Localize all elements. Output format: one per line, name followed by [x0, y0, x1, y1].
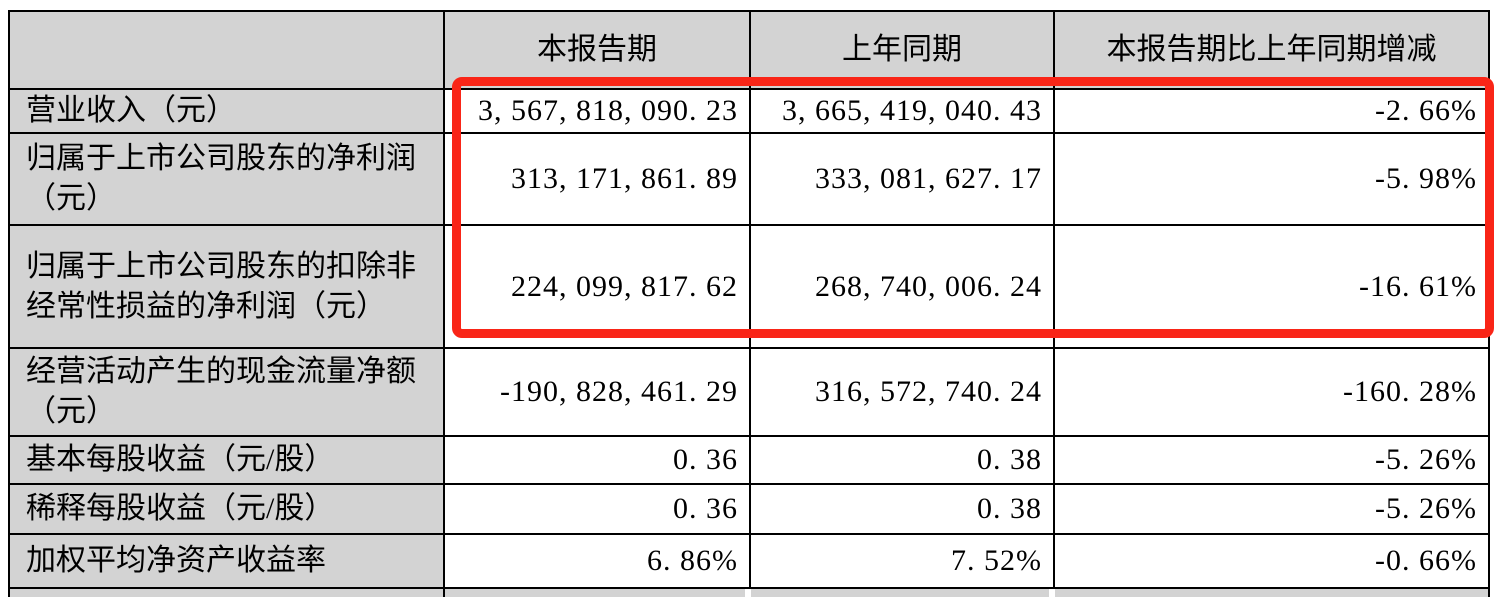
cell-net-profit-deducted-change: -16. 61%	[1055, 226, 1488, 349]
cell-diluted-eps-current: 0. 36	[445, 485, 751, 535]
header-current-period: 本报告期	[445, 12, 751, 90]
cell-roe-change: -0. 66%	[1055, 535, 1488, 589]
next-section-row-stub-4	[1055, 589, 1488, 597]
cell-revenue-prior: 3, 665, 419, 040. 43	[751, 90, 1055, 134]
cell-cash-flow-prior: 316, 572, 740. 24	[751, 349, 1055, 437]
cell-roe-current: 6. 86%	[445, 535, 751, 589]
cell-basic-eps-prior: 0. 38	[751, 437, 1055, 485]
cell-net-profit-deducted-current: 224, 099, 817. 62	[445, 226, 751, 349]
cell-net-profit-change: -5. 98%	[1055, 134, 1488, 226]
header-blank	[10, 12, 445, 90]
cell-revenue-change: -2. 66%	[1055, 90, 1488, 134]
cell-cash-flow-change: -160. 28%	[1055, 349, 1488, 437]
cell-diluted-eps-change: -5. 26%	[1055, 485, 1488, 535]
cell-revenue-current: 3, 567, 818, 090. 23	[445, 90, 751, 134]
row-label-net-profit: 归属于上市公司股东的净利润（元）	[10, 134, 445, 226]
cell-cash-flow-current: -190, 828, 461. 29	[445, 349, 751, 437]
row-label-cash-flow: 经营活动产生的现金流量净额（元）	[10, 349, 445, 437]
financial-metrics-table: 本报告期 上年同期 本报告期比上年同期增减 营业收入（元） 3, 567, 81…	[8, 10, 1490, 597]
row-label-revenue: 营业收入（元）	[10, 90, 445, 134]
header-change: 本报告期比上年同期增减	[1055, 12, 1488, 90]
row-label-roe: 加权平均净资产收益率	[10, 535, 445, 589]
header-prior-period: 上年同期	[751, 12, 1055, 90]
row-label-net-profit-deducted: 归属于上市公司股东的扣除非经常性损益的净利润（元）	[10, 226, 445, 349]
cell-net-profit-deducted-prior: 268, 740, 006. 24	[751, 226, 1055, 349]
cell-net-profit-current: 313, 171, 861. 89	[445, 134, 751, 226]
row-label-basic-eps: 基本每股收益（元/股）	[10, 437, 445, 485]
cell-diluted-eps-prior: 0. 38	[751, 485, 1055, 535]
cell-basic-eps-current: 0. 36	[445, 437, 751, 485]
next-section-row-stub-3	[751, 589, 1055, 597]
next-section-row-stub-1	[10, 589, 445, 597]
cell-roe-prior: 7. 52%	[751, 535, 1055, 589]
row-label-diluted-eps: 稀释每股收益（元/股）	[10, 485, 445, 535]
cell-net-profit-prior: 333, 081, 627. 17	[751, 134, 1055, 226]
cell-basic-eps-change: -5. 26%	[1055, 437, 1488, 485]
next-section-row-stub-2	[445, 589, 751, 597]
